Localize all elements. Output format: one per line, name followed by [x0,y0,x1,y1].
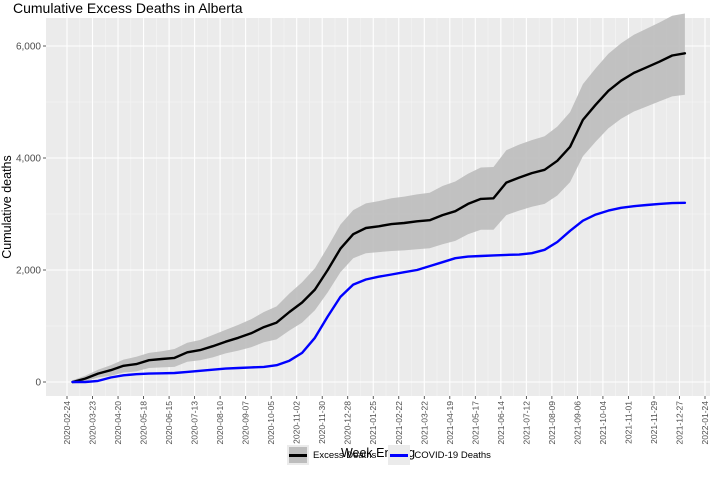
x-tick-label: 2020-02-24 [62,401,72,445]
x-tick-label: 2021-10-04 [598,401,608,445]
x-tick-label: 2021-11-29 [649,401,659,444]
y-tick-label: 4,000 [16,154,41,165]
y-tick-label: 0 [35,378,41,389]
x-tick-label: 2020-04-20 [113,401,123,445]
legend-label-covid-deaths: COVID-19 Deaths [414,449,491,461]
legend-line-swatch [289,454,307,457]
legend-item-covid-deaths: COVID-19 Deaths [388,445,491,465]
confidence-bands [72,13,685,384]
legend-label-excess-deaths: Excess Deaths [313,449,377,461]
x-tick-label: 2021-02-22 [394,401,404,445]
x-tick-label: 2020-11-02 [292,401,302,444]
legend-key-excess-deaths [287,445,309,465]
x-tick-label: 2021-12-27 [675,401,685,445]
x-tick-label: 2020-03-23 [88,401,98,445]
x-tick-label: 2021-09-06 [572,401,582,445]
y-tick-label: 2,000 [16,266,41,277]
x-tick-label: 2020-05-18 [139,401,149,445]
chart-title: Cumulative Excess Deaths in Alberta [13,0,243,16]
y-axis-title: Cumulative deaths [0,155,14,259]
x-axis-ticks: 2020-02-24 2020-03-23 2020-04-20 2020-05-18… [62,396,710,444]
line-series-0 [71,52,687,384]
x-tick-label: 2020-07-13 [190,401,200,445]
y-axis-ticks: 0 2,000 4,000 6,000 [16,42,46,389]
major-gridlines [46,18,710,396]
legend-item-excess-deaths: Excess Deaths [287,445,376,465]
x-tick-label: 2020-12-28 [343,401,353,445]
x-tick-label: 2020-08-10 [215,401,225,445]
x-tick-label: 2021-03-22 [419,401,429,445]
x-tick-label: 2021-08-09 [547,401,557,445]
x-tick-label: 2021-07-12 [521,401,531,445]
line-series-1 [71,201,687,384]
legend-key-covid-deaths [388,445,411,465]
legend-line-swatch [390,454,409,457]
band-series-0 [72,13,685,384]
x-tick-label: 2020-09-07 [241,401,251,445]
legend: Excess Deaths COVID-19 Deaths [287,444,503,466]
x-tick-label: 2021-11-01 [623,401,633,444]
series-lines [71,52,687,384]
x-tick-label: 2022-01-24 [700,401,710,445]
x-tick-label: 2020-11-30 [317,401,327,444]
x-tick-label: 2021-01-25 [368,401,378,445]
x-tick-label: 2021-04-19 [445,401,455,445]
y-tick-label: 6,000 [16,42,41,53]
x-tick-label: 2020-10-05 [266,401,276,445]
x-tick-label: 2021-05-17 [470,401,480,445]
x-tick-label: 2021-06-14 [496,401,506,445]
x-tick-label: 2020-06-15 [164,401,174,445]
